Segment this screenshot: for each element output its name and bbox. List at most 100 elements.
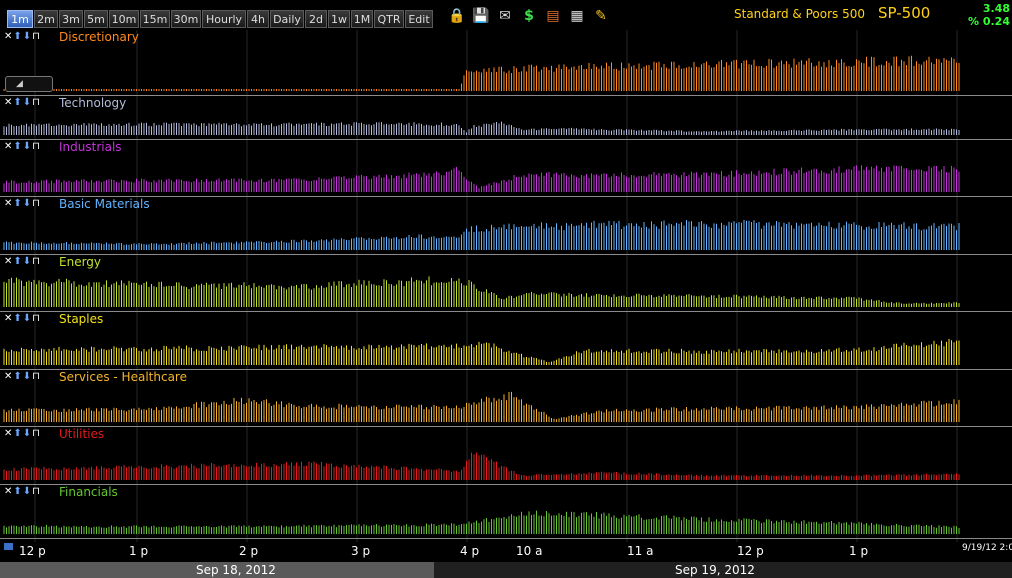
series-energy <box>0 276 1012 312</box>
pane-title: Discretionary <box>59 30 139 44</box>
close-icon[interactable]: ✕ <box>4 428 13 439</box>
mail-icon[interactable]: ✉ <box>499 8 511 24</box>
move-down-icon[interactable]: ⬇ <box>22 428 32 439</box>
timeframe-15m-button[interactable]: 15m <box>140 10 170 28</box>
pane-controls: ✕⬆⬇⊓ <box>4 313 41 324</box>
timeframe-1m-button[interactable]: 1M <box>351 10 373 28</box>
move-up-icon[interactable]: ⬆ <box>13 141 22 152</box>
symbol-ticker[interactable]: SP-500 <box>878 4 931 22</box>
timeframe-1w-button[interactable]: 1w <box>328 10 350 28</box>
bars-financials <box>3 510 960 534</box>
pin-icon[interactable]: ⊓ <box>32 486 40 497</box>
move-down-icon[interactable]: ⬇ <box>22 141 32 152</box>
timeframe-edit-button[interactable]: Edit <box>405 10 433 28</box>
bars-staples <box>3 338 960 365</box>
bars-industrials <box>3 165 960 192</box>
pin-icon[interactable]: ⊓ <box>32 198 40 209</box>
pane-controls: ✕⬆⬇⊓ <box>4 371 41 382</box>
pane-title: Services - Healthcare <box>59 370 187 384</box>
pane-title: Technology <box>59 96 127 110</box>
pin-icon[interactable]: ⊓ <box>32 141 40 152</box>
symbol-name: Standard & Poors 500 <box>734 7 865 21</box>
series-technology <box>0 121 1012 140</box>
pin-icon[interactable]: ⊓ <box>32 313 40 324</box>
timeframe-4h-button[interactable]: 4h <box>247 10 269 28</box>
close-icon[interactable]: ✕ <box>4 371 13 382</box>
timeframe-3m-button[interactable]: 3m <box>59 10 83 28</box>
timeframe-hourly-button[interactable]: Hourly <box>202 10 246 28</box>
bars-services-healthcare <box>3 391 960 422</box>
sector-charts <box>0 30 1012 542</box>
move-up-icon[interactable]: ⬆ <box>13 371 22 382</box>
move-up-icon[interactable]: ⬆ <box>13 198 22 209</box>
lock-icon[interactable]: 🔒 <box>448 8 466 24</box>
dollar-icon[interactable]: $ <box>524 8 534 24</box>
pencil-icon[interactable]: ✎ <box>595 8 607 24</box>
scroll-handle[interactable]: ◢ <box>5 76 53 92</box>
pin-icon[interactable]: ⊓ <box>32 371 40 382</box>
timeframe-10m-button[interactable]: 10m <box>109 10 139 28</box>
save-icon[interactable]: 💾 <box>472 8 490 24</box>
move-down-icon[interactable]: ⬇ <box>22 486 32 497</box>
pane-title: Staples <box>59 312 104 326</box>
move-up-icon[interactable]: ⬆ <box>13 97 22 108</box>
move-down-icon[interactable]: ⬇ <box>22 256 32 267</box>
move-down-icon[interactable]: ⬇ <box>22 97 32 108</box>
timeframe-5m-button[interactable]: 5m <box>84 10 108 28</box>
move-up-icon[interactable]: ⬆ <box>13 31 22 42</box>
close-icon[interactable]: ✕ <box>4 31 13 42</box>
x-tick-label: 10 a <box>516 544 543 558</box>
timeframe-daily-button[interactable]: Daily <box>270 10 304 28</box>
pane-controls: ✕⬆⬇⊓ <box>4 256 41 267</box>
date-label-day2: Sep 19, 2012 <box>675 563 755 577</box>
print-icon[interactable]: ▤ <box>546 8 560 24</box>
pane-title: Energy <box>59 255 102 269</box>
close-icon[interactable]: ✕ <box>4 141 13 152</box>
pin-icon[interactable]: ⊓ <box>32 428 40 439</box>
series-utilities <box>0 452 1012 485</box>
pane-title: Basic Materials <box>59 197 150 211</box>
bars-energy <box>3 276 960 307</box>
move-up-icon[interactable]: ⬆ <box>13 313 22 324</box>
pin-icon[interactable]: ⊓ <box>32 97 40 108</box>
move-up-icon[interactable]: ⬆ <box>13 486 22 497</box>
x-tick-label: 3 p <box>351 544 371 558</box>
series-staples <box>0 338 1012 370</box>
move-down-icon[interactable]: ⬇ <box>22 198 32 209</box>
change-absolute: 3.48 <box>982 2 1010 15</box>
timeframe-2d-button[interactable]: 2d <box>305 10 327 28</box>
close-icon[interactable]: ✕ <box>4 313 13 324</box>
change-percent: % 0.24 <box>968 15 1010 28</box>
timeframe-30m-button[interactable]: 30m <box>171 10 201 28</box>
series-discretionary <box>0 55 1012 96</box>
move-up-icon[interactable]: ⬆ <box>13 256 22 267</box>
x-tick-label: 2 p <box>239 544 259 558</box>
pin-icon[interactable]: ⊓ <box>32 256 40 267</box>
move-down-icon[interactable]: ⬇ <box>22 31 32 42</box>
close-icon[interactable]: ✕ <box>4 256 13 267</box>
timeframe-1m-button[interactable]: 1m <box>7 10 33 28</box>
x-tick-label: 11 a <box>627 544 654 558</box>
toolbar: 1m 2m 3m 5m 10m 15m 30m Hourly 4h Daily 2d 1w 1M QTR E… <box>0 0 1012 30</box>
close-icon[interactable]: ✕ <box>4 97 13 108</box>
close-icon[interactable]: ✕ <box>4 198 13 209</box>
timeframe-2m-button[interactable]: 2m <box>34 10 58 28</box>
move-down-icon[interactable]: ⬇ <box>22 313 32 324</box>
series-financials <box>0 510 1012 539</box>
move-down-icon[interactable]: ⬇ <box>22 371 32 382</box>
scroll-left-icon[interactable] <box>4 543 13 550</box>
move-up-icon[interactable]: ⬆ <box>13 428 22 439</box>
pane-title: Utilities <box>59 427 105 441</box>
timeframe-qtr-button[interactable]: QTR <box>374 10 404 28</box>
series-basic-materials <box>0 219 1012 255</box>
pane-controls: ✕⬆⬇⊓ <box>4 31 41 42</box>
close-icon[interactable]: ✕ <box>4 486 13 497</box>
date-bar-day2 <box>434 562 1012 578</box>
pane-controls: ✕⬆⬇⊓ <box>4 198 41 209</box>
calculator-icon[interactable]: ▦ <box>570 8 584 24</box>
pin-icon[interactable]: ⊓ <box>32 31 40 42</box>
series-industrials <box>0 165 1012 197</box>
date-bar-day1 <box>0 562 434 578</box>
x-tick-label: 12 p <box>19 544 46 558</box>
pane-title: Financials <box>59 485 118 499</box>
